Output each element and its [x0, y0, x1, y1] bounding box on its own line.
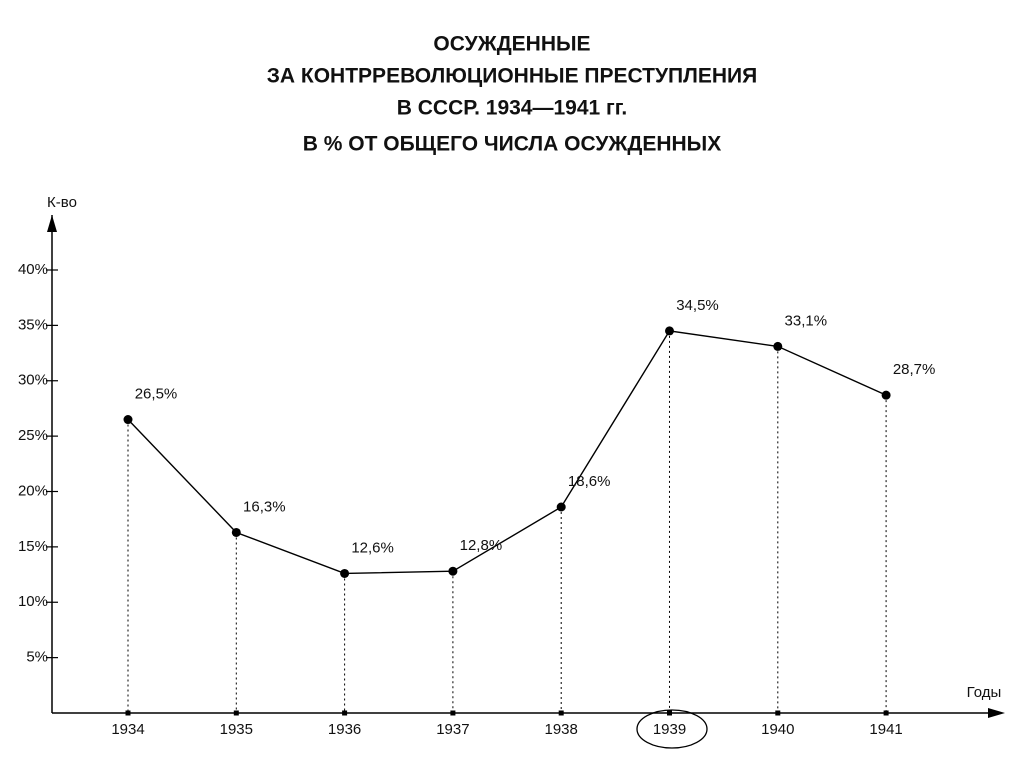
x-tick	[558, 710, 564, 716]
x-tick	[125, 710, 131, 716]
point	[665, 326, 674, 336]
chart-title: ЗА КОНТРРЕВОЛЮЦИОННЫЕ ПРЕСТУПЛЕНИЯ	[267, 65, 758, 88]
chart-title: В % ОТ ОБЩЕГО ЧИСЛА ОСУЖДЕННЫХ	[303, 133, 722, 156]
y-tick-label: 40%	[18, 261, 48, 278]
y-tick-label: 35%	[18, 316, 48, 333]
value-label: 28,7%	[893, 361, 936, 378]
x-tick	[342, 710, 348, 716]
chart-title: В СССР. 1934—1941 гг.	[397, 97, 628, 120]
x-tick-label: 1940	[761, 721, 794, 738]
value-label: 18,6%	[568, 473, 611, 490]
value-label: 26,5%	[135, 385, 178, 402]
y-tick-label: 20%	[18, 482, 48, 499]
y-arrow	[47, 215, 57, 232]
x-tick-label: 1934	[111, 721, 144, 738]
x-arrow	[988, 708, 1005, 718]
y-tick-label: 5%	[26, 649, 48, 666]
x-tick	[233, 710, 239, 716]
y-tick-label: 10%	[18, 593, 48, 610]
point	[340, 568, 350, 578]
value-label: 33,1%	[785, 312, 828, 329]
x-tick-label: 1935	[220, 721, 253, 738]
y-axis-label: К-во	[47, 194, 77, 211]
value-label: 16,3%	[243, 498, 286, 515]
point	[448, 566, 458, 576]
value-label: 12,8%	[460, 537, 503, 554]
point	[231, 527, 241, 537]
value-label: 12,6%	[351, 539, 394, 556]
x-tick-label: 1938	[545, 721, 578, 738]
x-tick	[883, 710, 889, 716]
value-label: 34,5%	[676, 297, 719, 314]
y-tick-label: 30%	[18, 372, 48, 389]
x-tick	[450, 710, 456, 716]
x-tick	[667, 710, 672, 716]
y-tick-label: 15%	[18, 538, 48, 555]
x-tick-label: 1936	[328, 721, 361, 738]
x-tick-label: 1939	[653, 721, 686, 738]
x-tick-label: 1937	[436, 721, 469, 738]
x-tick-label: 1941	[869, 721, 902, 738]
line	[127, 330, 887, 575]
highlight-circle	[636, 709, 708, 749]
point	[773, 341, 783, 351]
x-tick	[775, 710, 781, 716]
point	[881, 390, 891, 400]
y-tick-label: 25%	[18, 427, 48, 444]
point	[123, 415, 133, 425]
chart-title: ОСУЖДЕННЫЕ	[433, 33, 590, 56]
point	[556, 502, 566, 512]
x-axis-label: Годы	[967, 684, 1002, 701]
